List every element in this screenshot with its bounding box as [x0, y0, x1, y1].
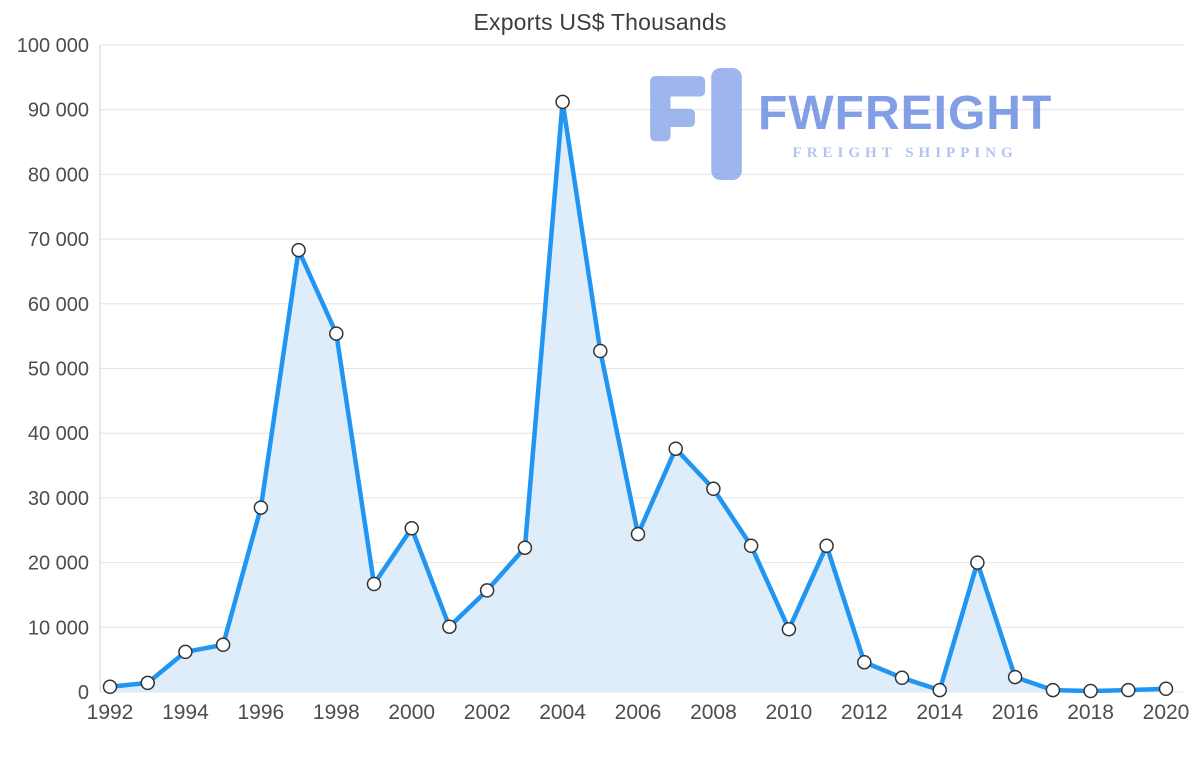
- data-point-marker[interactable]: [366, 576, 382, 592]
- x-axis-tick-label: 1994: [162, 701, 209, 724]
- data-point-marker[interactable]: [593, 343, 608, 359]
- data-point-marker[interactable]: [706, 481, 721, 497]
- data-point-marker[interactable]: [555, 94, 570, 110]
- data-point-marker[interactable]: [932, 682, 947, 698]
- data-point-marker[interactable]: [291, 242, 306, 258]
- data-point-marker[interactable]: [102, 679, 118, 695]
- data-point-marker[interactable]: [442, 619, 457, 634]
- x-axis-tick-label: 2002: [464, 701, 511, 724]
- x-axis-tick-label: 2000: [388, 701, 435, 724]
- data-point-marker[interactable]: [253, 500, 269, 515]
- data-point-marker[interactable]: [630, 526, 646, 542]
- data-point-marker[interactable]: [970, 555, 985, 570]
- data-point-marker[interactable]: [1083, 683, 1098, 699]
- y-axis-tick-label: 90 000: [28, 100, 89, 122]
- y-axis-tick-label: 30 000: [28, 488, 89, 510]
- data-point-marker[interactable]: [781, 621, 797, 637]
- chart-title: Exports US$ Thousands: [473, 9, 727, 35]
- x-axis-tick-label: 1992: [87, 701, 134, 724]
- y-axis-tick-label: 50 000: [28, 359, 89, 381]
- data-point-marker[interactable]: [668, 441, 683, 456]
- data-point-marker[interactable]: [1045, 682, 1061, 698]
- data-point-marker[interactable]: [140, 675, 155, 691]
- x-axis-tick-label: 2006: [615, 701, 662, 724]
- data-point-marker[interactable]: [329, 326, 344, 341]
- y-axis-tick-label: 100 000: [17, 35, 89, 57]
- data-point-marker[interactable]: [894, 670, 910, 686]
- y-axis-tick-label: 60 000: [28, 294, 89, 316]
- y-axis-tick-label: 80 000: [28, 164, 89, 186]
- y-axis-tick-label: 20 000: [28, 553, 89, 575]
- x-axis-tick-label: 2014: [916, 701, 963, 724]
- data-point-marker[interactable]: [178, 644, 193, 660]
- data-point-marker[interactable]: [1007, 669, 1023, 685]
- data-point-marker[interactable]: [517, 540, 533, 555]
- x-axis-tick-label: 2012: [841, 701, 888, 724]
- x-axis-tick-label: 1996: [237, 701, 284, 724]
- data-point-marker[interactable]: [1121, 682, 1136, 698]
- data-point-marker[interactable]: [404, 521, 419, 536]
- data-point-marker[interactable]: [857, 654, 872, 670]
- y-axis-tick-label: 0: [78, 682, 89, 704]
- y-axis-tick-label: 70 000: [28, 229, 89, 251]
- x-axis-tick-label: 2010: [765, 701, 812, 724]
- data-point-marker[interactable]: [819, 538, 834, 554]
- x-axis-tick-label: 1998: [313, 701, 360, 724]
- data-point-marker[interactable]: [215, 637, 231, 653]
- x-axis-tick-label: 2018: [1067, 701, 1114, 724]
- area-fill: [110, 101, 1166, 692]
- data-point-marker[interactable]: [479, 583, 495, 598]
- y-axis-tick-label: 40 000: [28, 423, 89, 445]
- x-axis-tick-label: 2016: [992, 701, 1039, 724]
- data-point-marker[interactable]: [743, 538, 759, 554]
- x-axis-tick-label: 2020: [1143, 701, 1190, 724]
- data-point-marker[interactable]: [1158, 681, 1174, 697]
- x-axis-tick-label: 2004: [539, 701, 586, 724]
- x-axis-tick-label: 2008: [690, 701, 737, 724]
- y-axis-tick-label: 10 000: [28, 617, 89, 639]
